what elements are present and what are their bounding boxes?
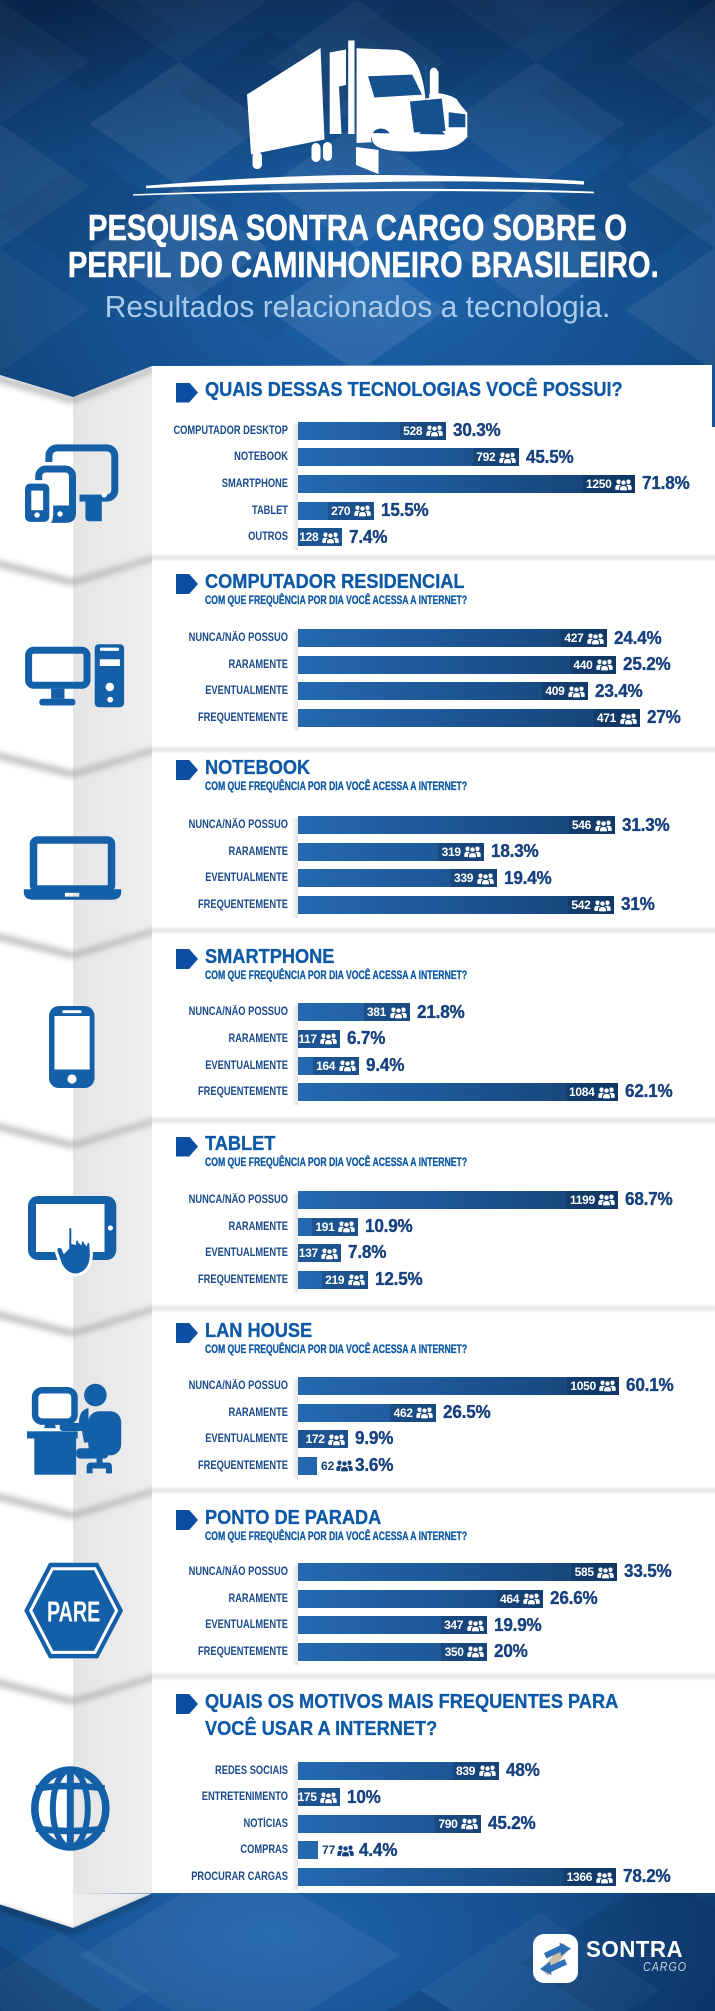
svg-text:PARE: PARE — [47, 1596, 100, 1628]
